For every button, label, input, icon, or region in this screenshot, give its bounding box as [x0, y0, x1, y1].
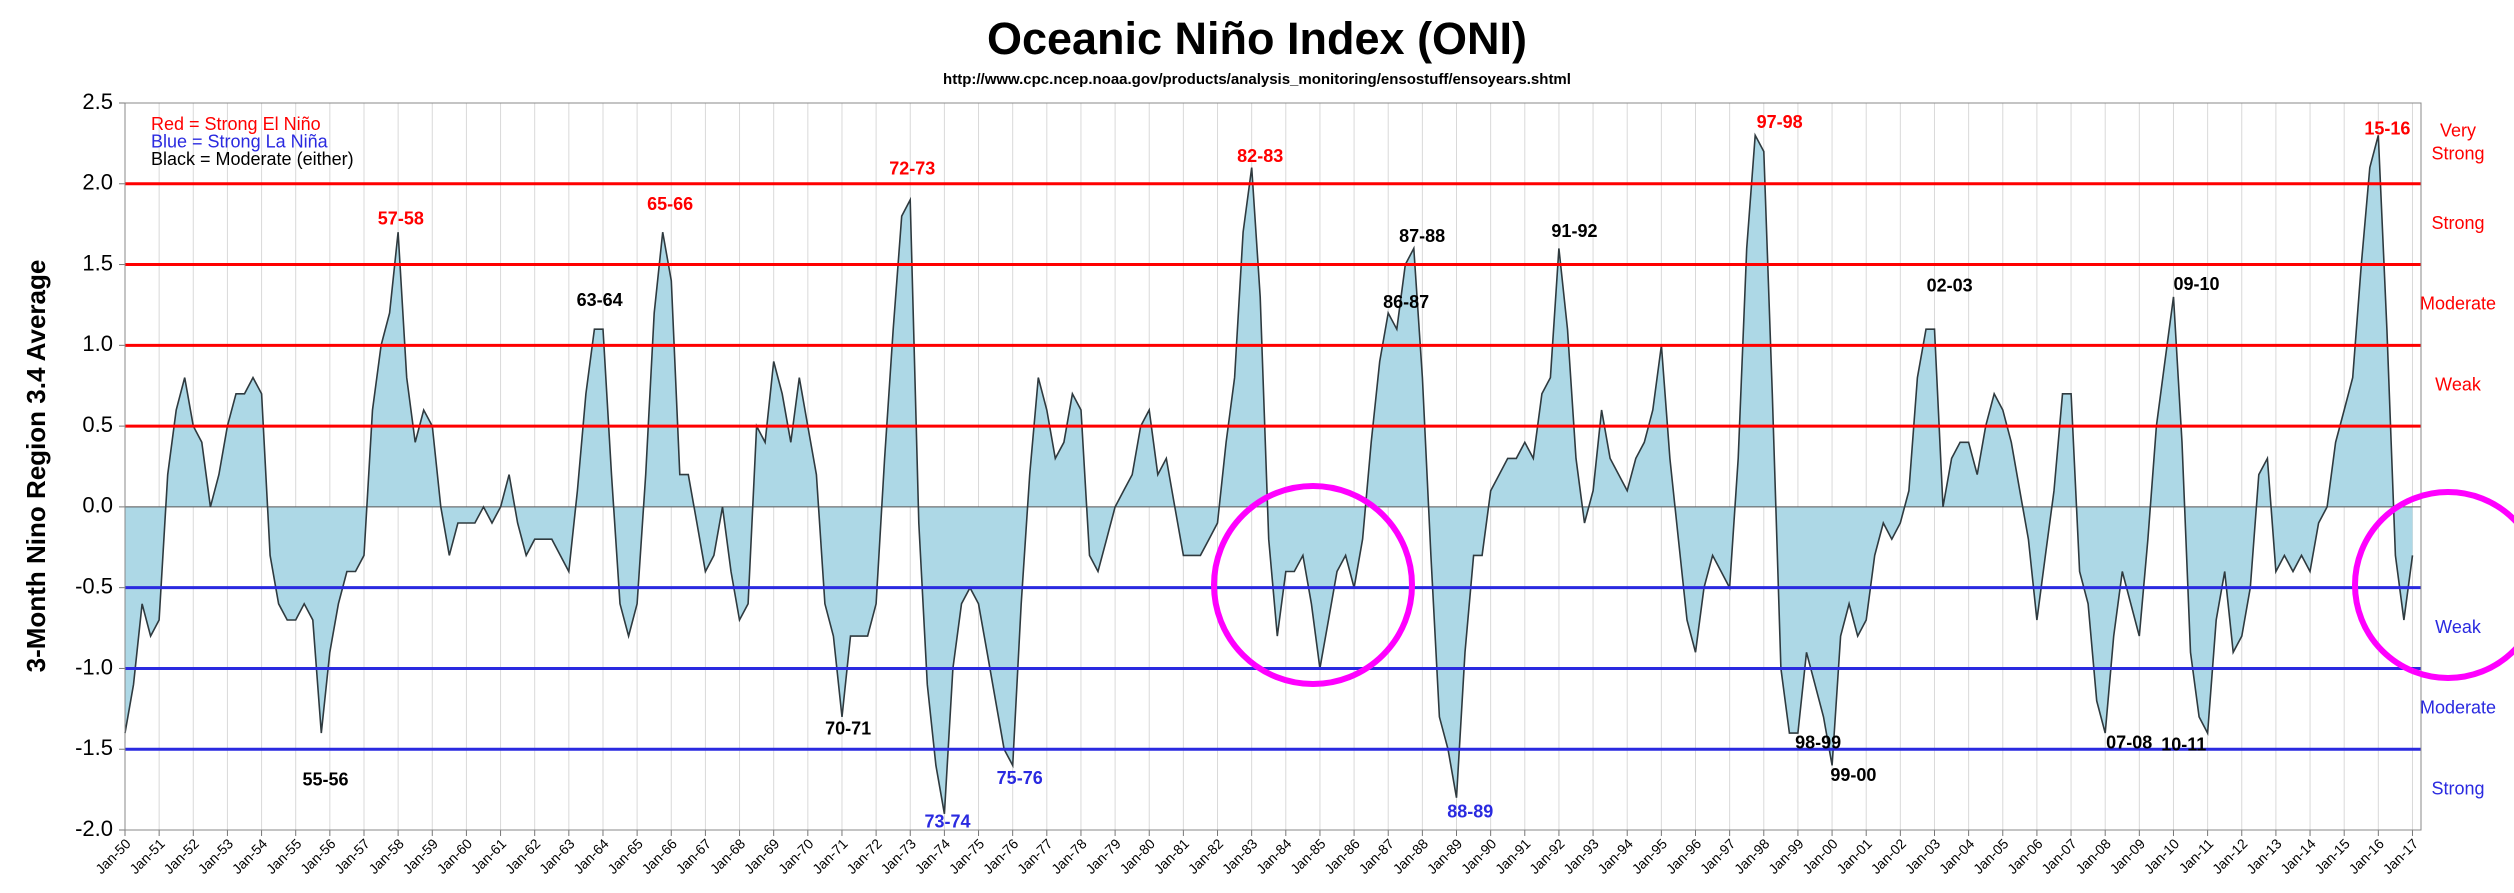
band-label: Very: [2440, 121, 2476, 141]
y-axis-label: 3-Month Nino Region 3.4 Average: [21, 260, 51, 673]
y-tick-label: 1.5: [82, 250, 113, 275]
event-label: 98-99: [1795, 733, 1841, 753]
event-label: 73-74: [925, 811, 971, 831]
event-label: 09-10: [2174, 274, 2220, 294]
y-tick-label: -1.5: [75, 735, 113, 760]
chart-subtitle: http://www.cpc.ncep.noaa.gov/products/an…: [943, 71, 1571, 88]
y-tick-label: -1.0: [75, 654, 113, 679]
event-label: 57-58: [378, 208, 424, 228]
y-tick-label: 0.0: [82, 493, 113, 518]
event-label: 72-73: [889, 159, 935, 179]
y-tick-label: 0.5: [82, 412, 113, 437]
band-label: Moderate: [2420, 294, 2496, 314]
y-tick-label: 2.0: [82, 170, 113, 195]
line: [124, 132, 2414, 814]
event-label: 55-56: [302, 770, 348, 790]
event-label: 07-08: [2106, 733, 2152, 753]
event-label: 99-00: [1830, 765, 1876, 785]
event-label: 97-98: [1757, 112, 1803, 132]
event-label: 86-87: [1383, 292, 1429, 312]
y-tick-label: 1.0: [82, 331, 113, 356]
event-label: 10-11: [2161, 734, 2206, 754]
highlight-circle: [2352, 489, 2514, 681]
event-label: 65-66: [647, 194, 693, 214]
event-label: 63-64: [577, 290, 623, 310]
chart-title: Oceanic Niño Index (ONI): [987, 13, 1527, 64]
event-label: 75-76: [997, 768, 1043, 788]
highlight-circle: [1211, 483, 1415, 687]
band-label: Strong: [2431, 213, 2484, 233]
y-tick-label: 2.5: [82, 89, 113, 114]
area: [125, 135, 2413, 814]
y-tick-label: -2.0: [75, 816, 113, 841]
plot-border: [124, 102, 2422, 831]
band-label: Weak: [2435, 374, 2482, 394]
band-label: Strong: [2431, 778, 2484, 798]
band-label: Weak: [2435, 617, 2482, 637]
event-label: 70-71: [825, 718, 871, 738]
legend-note: Blue = Strong La Niña: [151, 131, 329, 151]
event-label: 88-89: [1447, 802, 1493, 822]
y-tick-label: -0.5: [75, 573, 113, 598]
event-label: 15-16: [2364, 119, 2410, 139]
legend-note: Black = Moderate (either): [151, 149, 354, 169]
band-label: Strong: [2431, 144, 2484, 164]
event-label: 02-03: [1927, 276, 1973, 296]
event-label: 91-92: [1551, 221, 1597, 241]
event-label: 82-83: [1237, 146, 1283, 166]
band-label: Moderate: [2420, 698, 2496, 718]
legend-note: Red = Strong El Niño: [151, 114, 321, 134]
event-label: 87-88: [1399, 226, 1445, 246]
